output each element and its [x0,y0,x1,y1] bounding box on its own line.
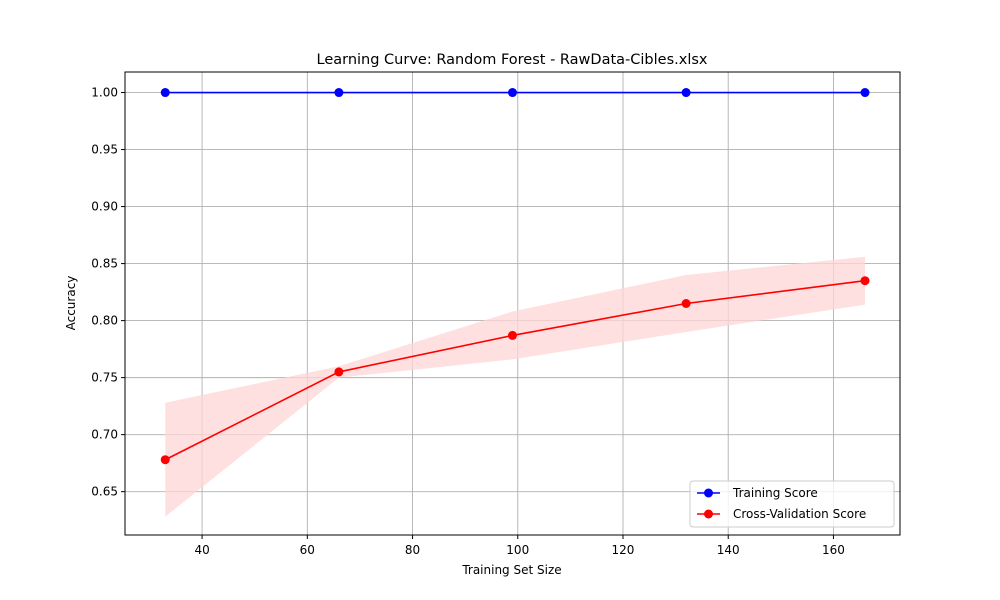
y-tick-label: 0.90 [91,200,118,214]
legend: Training Score Cross-Validation Score [689,480,895,528]
legend-training-score-label: Training Score [732,486,818,500]
cross-validation-score-point [334,367,344,377]
chart-title: Learning Curve: Random Forest - RawData-… [317,52,708,68]
x-tick-label: 80 [405,543,420,557]
confidence-bands [165,256,866,517]
x-tick-label: 40 [194,543,209,557]
x-axis-ticks: 40 60 80 100 120 140 160 [194,535,845,557]
plot-frame [124,71,901,536]
y-tick-label: 0.85 [91,257,118,271]
y-tick-label: 0.80 [91,314,118,328]
legend-training-score-marker [704,488,713,498]
x-tick-label: 160 [822,543,845,557]
cross-validation-score-point [508,330,517,340]
training-score-point [334,88,344,98]
data-series [160,88,870,465]
y-tick-label: 0.70 [91,428,118,442]
legend-cross-validation-score-label: Cross-Validation Score [733,507,866,521]
y-tick-label: 0.65 [91,485,118,499]
legend-cross-validation-score-marker [704,509,713,519]
x-tick-label: 140 [717,543,740,557]
legend-box [689,480,895,528]
x-tick-label: 120 [612,543,635,557]
training-score-point [681,88,691,98]
x-axis-label: Training Set Size [461,563,561,577]
training-score-point [160,88,170,98]
y-tick-label: 1.00 [91,86,118,100]
y-tick-label: 0.95 [91,143,118,157]
x-tick-label: 100 [506,543,529,557]
training-score-point [860,88,870,98]
cross-validation-score-point [160,455,170,465]
y-axis-label: Accuracy [64,276,78,331]
cross-validation-score-band [165,256,866,517]
y-axis-ticks: 0.65 0.70 0.75 0.80 0.85 0.90 0.95 1.00 [91,86,125,499]
cross-validation-score-point [860,276,870,286]
cross-validation-score-point [681,299,691,308]
y-tick-label: 0.75 [91,371,118,385]
x-tick-label: 60 [300,543,315,557]
training-score-point [508,88,517,98]
